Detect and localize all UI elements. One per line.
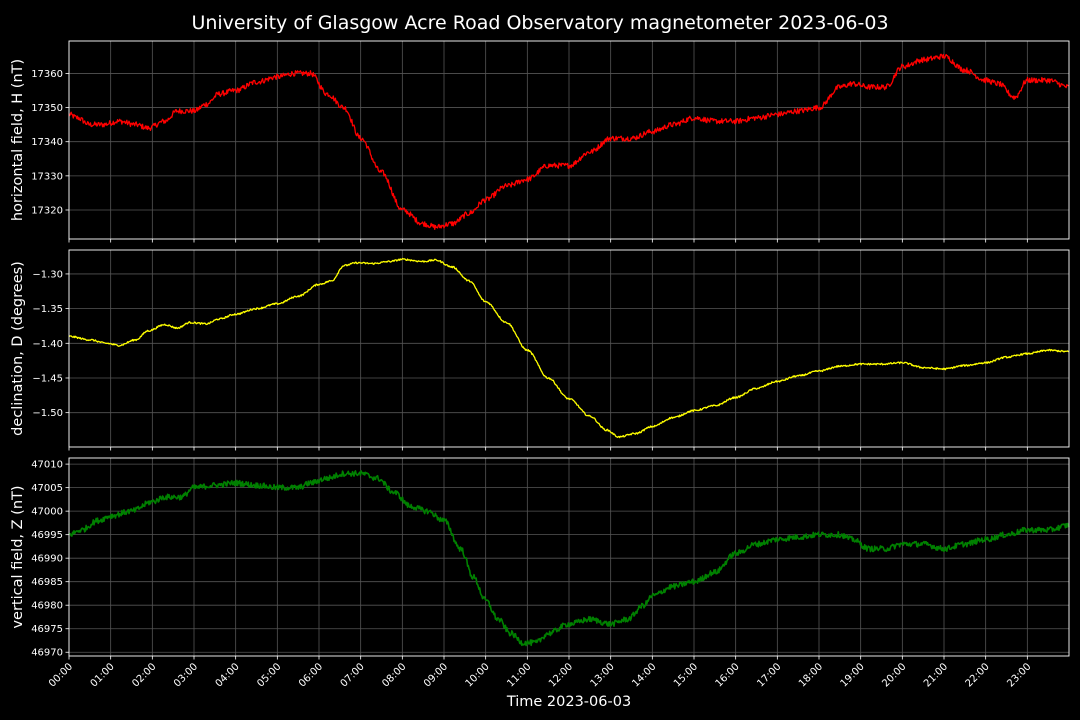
- y-tick-label: −1.30: [32, 269, 63, 280]
- series-line-2: [68, 257, 1070, 439]
- panel-frame: [68, 457, 1070, 657]
- y-tick-label: 46975: [31, 624, 63, 635]
- y-tick-label: −1.45: [32, 373, 63, 384]
- y-tick-label: −1.40: [32, 339, 63, 350]
- y-axis-label: horizontal field, H (nT): [10, 59, 26, 221]
- x-axis-label: Time 2023-06-03: [506, 694, 631, 710]
- y-axis-label: vertical field, Z (nT): [10, 485, 26, 628]
- y-tick-label: 46970: [31, 648, 63, 659]
- y-tick-label: 47010: [31, 460, 63, 471]
- y-tick-label: 17330: [31, 171, 63, 182]
- y-tick-label: 46985: [31, 577, 63, 588]
- y-tick-label: −1.35: [32, 304, 63, 315]
- y-tick-label: 17360: [31, 69, 63, 80]
- series-line-3: [68, 470, 1070, 647]
- panel-frame: [68, 40, 1070, 240]
- y-tick-label: 17340: [31, 137, 63, 148]
- series-line-1: [68, 53, 1070, 230]
- chart-title: University of Glasgow Acre Road Observat…: [191, 12, 888, 34]
- y-tick-label: 47000: [31, 507, 63, 518]
- panel-1: 17320 17330 17340 17350 17360 horizontal fiel…: [10, 40, 1070, 243]
- y-tick-label: 46990: [31, 554, 63, 565]
- y-axis-label: declination, D (degrees): [10, 261, 26, 436]
- y-tick-label: −1.50: [32, 408, 63, 419]
- y-tick-label: 47005: [31, 483, 63, 494]
- y-tick-label: 46995: [31, 530, 63, 541]
- panel-frame: [68, 249, 1070, 448]
- y-tick-label: 17350: [31, 103, 63, 114]
- y-tick-label: 17320: [31, 205, 63, 216]
- y-tick-label: 46980: [31, 601, 63, 612]
- panel-2: −1.30 −1.35 −1.40 −1.45 −1.50 declination, D …: [10, 249, 1070, 451]
- panel-3: 46970 46975 46980 46985 46990 46995 47000 47005…: [10, 457, 1070, 660]
